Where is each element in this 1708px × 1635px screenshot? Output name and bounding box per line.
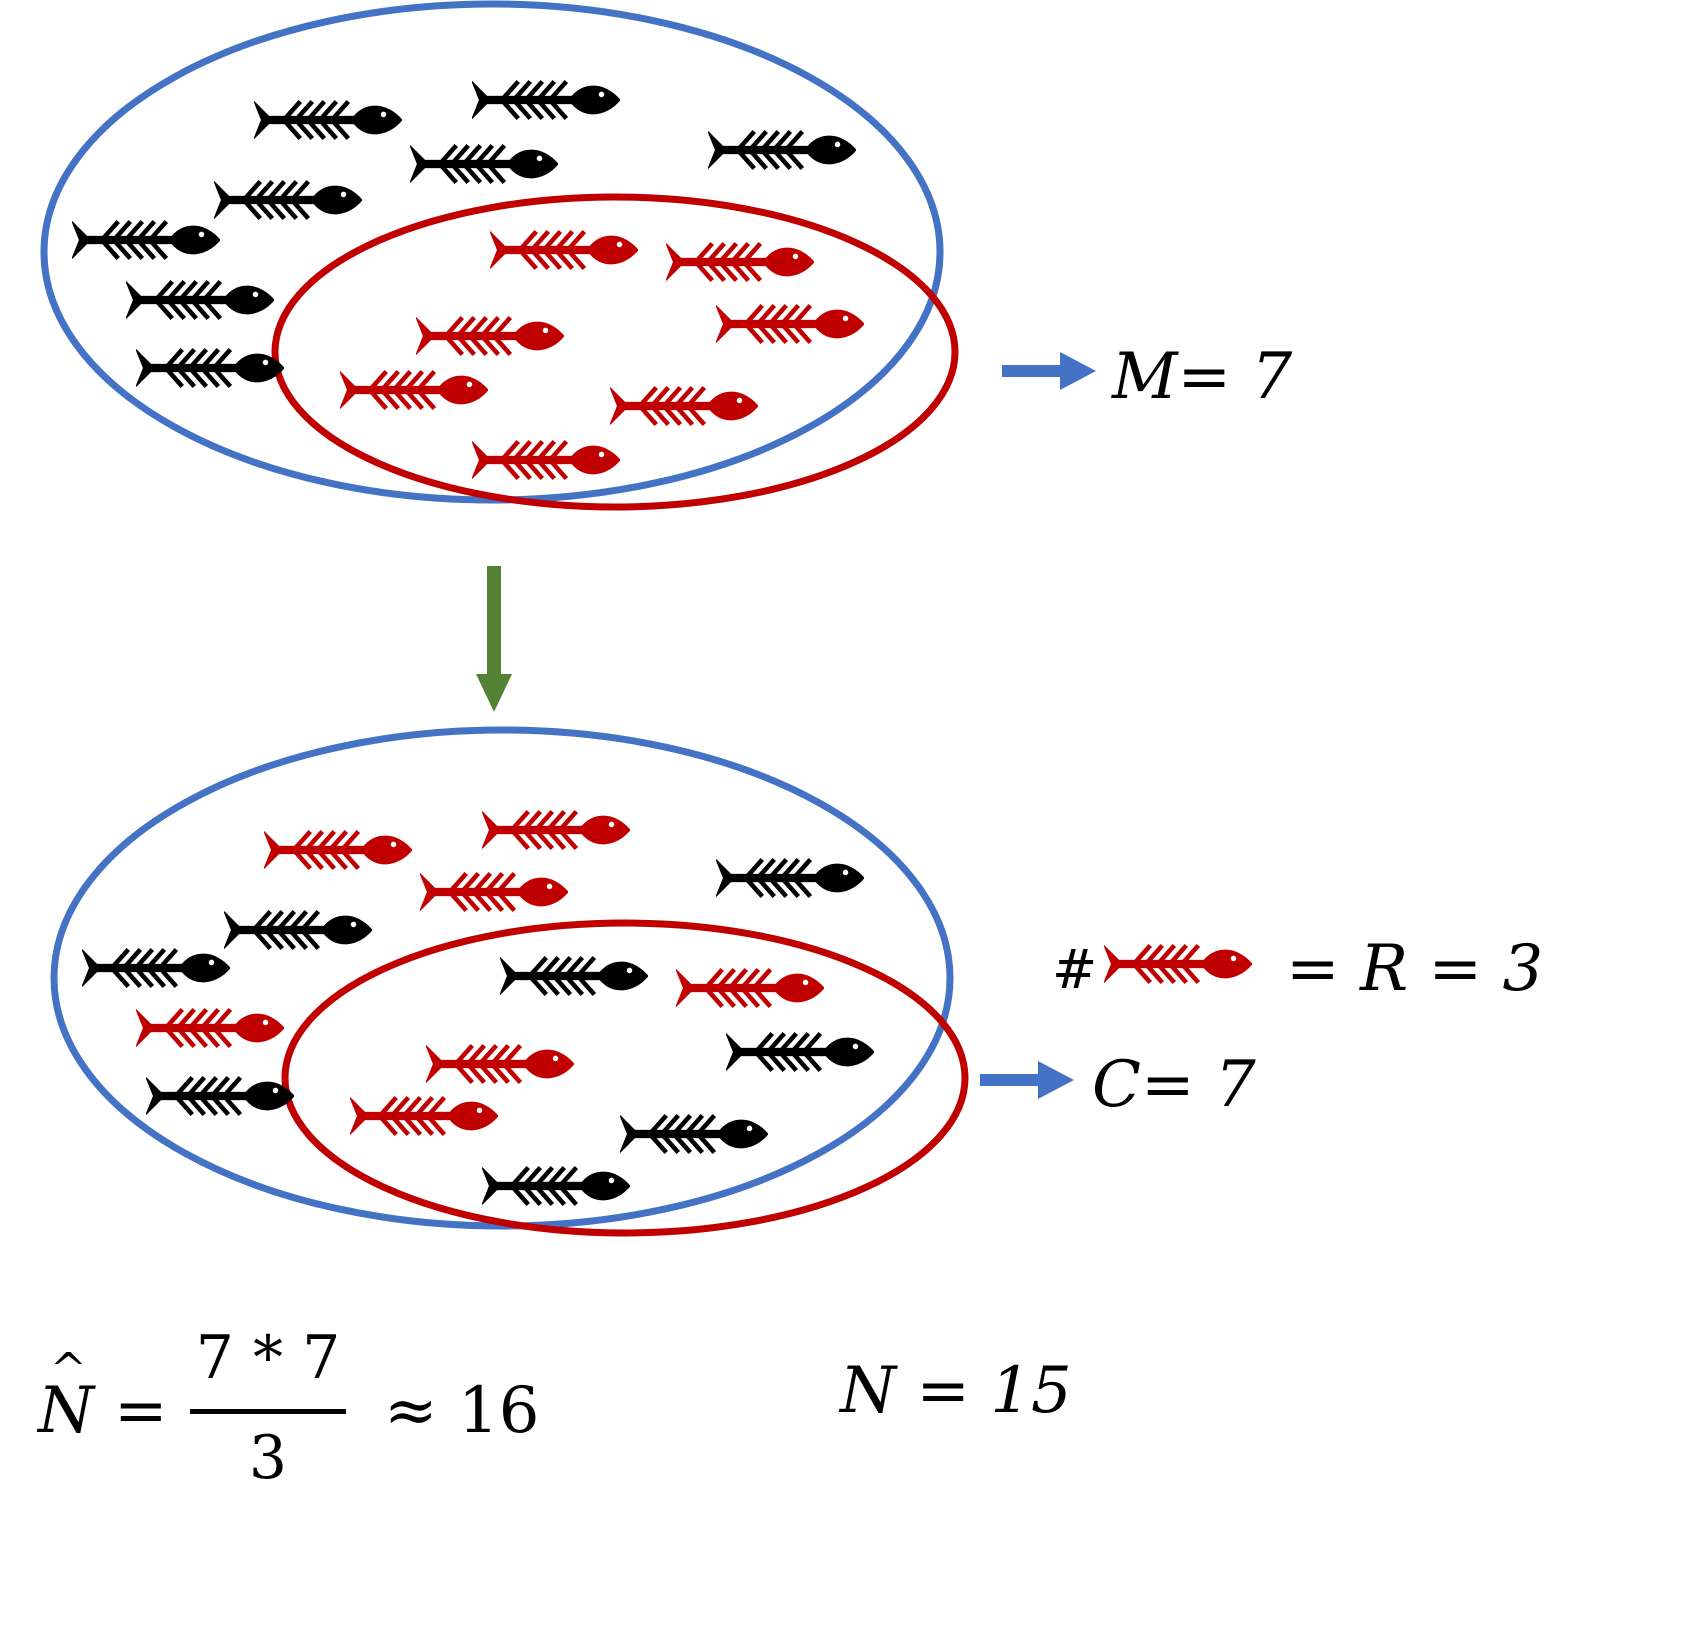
arrow-down-icon [476, 566, 512, 712]
marked-fish-icon [420, 874, 568, 911]
unmarked-fish-icon [136, 350, 284, 387]
unmarked-fish-icon [482, 1168, 630, 1205]
unmarked-fish-icon [472, 82, 620, 119]
unmarked-fish-icon [126, 282, 274, 319]
estimate-equals: = [114, 1374, 168, 1448]
marked-fish-icon [1104, 946, 1252, 983]
marked-fish-icon [666, 244, 814, 281]
unmarked-fish-icon [620, 1116, 768, 1153]
unmarked-fish-icon [708, 132, 856, 169]
marked-fish-icon [676, 970, 824, 1007]
marked-fish-icon [610, 388, 758, 425]
marked-fish-icon [350, 1098, 498, 1135]
marked-fish-icon [340, 372, 488, 409]
population-ellipse-top [44, 4, 940, 500]
marked-count-label: M= 7 [1111, 340, 1293, 414]
marked-fish-icon [716, 306, 864, 343]
marked-fish-icon [416, 318, 564, 355]
estimate-denominator: 3 [249, 1423, 287, 1493]
marked-fish-icon [490, 232, 638, 269]
unmarked-fish-icon [72, 222, 220, 259]
recaptured-count-row: # = R = 3 [1052, 932, 1543, 1006]
first-capture-fish [72, 82, 864, 479]
true-population-label: N = 15 [838, 1354, 1072, 1428]
marked-fish-icon [472, 442, 620, 479]
marked-count-arrow [1002, 352, 1096, 390]
unmarked-fish-icon [214, 182, 362, 219]
marked-fish-icon [426, 1046, 574, 1083]
estimate-formula: N ^ = 7 * 7 3 ≈ 16 [36, 1323, 539, 1493]
estimate-hat: ^ [50, 1344, 87, 1395]
catch-count-arrow [980, 1061, 1074, 1099]
marked-fish-icon [482, 812, 630, 849]
fraction-bar [190, 1409, 346, 1414]
unmarked-fish-icon [410, 146, 558, 183]
unmarked-fish-icon [224, 912, 372, 949]
unmarked-fish-icon [82, 950, 230, 987]
marked-fish-icon [264, 832, 412, 869]
unmarked-fish-icon [146, 1078, 294, 1115]
estimate-approx: ≈ 16 [384, 1374, 539, 1448]
recaptured-count-label: = R = 3 [1286, 932, 1543, 1006]
unmarked-fish-icon [716, 860, 864, 897]
estimate-numerator: 7 * 7 [196, 1323, 341, 1393]
catch-count-label: C= 7 [1092, 1048, 1256, 1122]
unmarked-fish-icon [500, 958, 648, 995]
hash-symbol: # [1052, 938, 1097, 1001]
marked-fish-icon [136, 1010, 284, 1047]
unmarked-fish-icon [726, 1034, 874, 1071]
second-capture-fish [82, 812, 874, 1205]
unmarked-fish-icon [254, 102, 402, 139]
